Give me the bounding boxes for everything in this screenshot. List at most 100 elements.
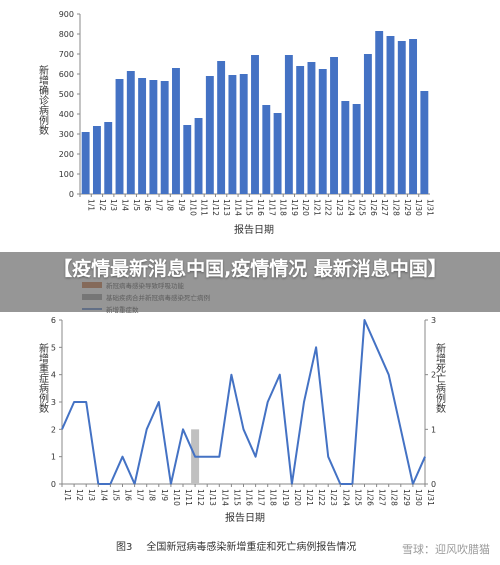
y-tick-label: 700 [59,50,74,59]
x-tick-label: 1/2 [98,199,107,211]
x-tick-label: 1/31 [425,199,434,216]
x-tick-label: 1/3 [109,199,118,211]
x-tick-label: 1/8 [148,489,157,501]
x-tick-label: 1/13 [222,199,231,216]
x-tick-label: 1/17 [257,489,266,506]
x-tick-label: 1/16 [245,489,254,506]
x-tick-label: 1/17 [267,199,276,216]
bar-1/4 [115,79,124,194]
svg-text:增: 增 [39,352,49,365]
x-tick-label: 1/20 [293,489,302,506]
bar-1/25 [352,104,361,194]
bar-1/24 [341,101,350,194]
x-tick-label: 1/26 [369,199,378,216]
x-tick-label: 1/7 [136,489,145,501]
svg-text:症: 症 [39,372,49,385]
bar-1/7 [149,80,158,194]
x-tick-label: 1/7 [154,199,163,211]
svg-text:重: 重 [39,362,49,375]
y-tick-label: 600 [59,70,74,79]
bar-1/9 [172,68,180,194]
y-tick-label: 200 [59,150,74,159]
bar-1/29 [397,41,406,194]
svg-text:新: 新 [39,64,49,77]
y-tick-label: 800 [59,30,74,39]
x-tick-label: 1/27 [380,199,389,216]
bar-1/22 [318,69,327,194]
left-tick-label: 5 [51,343,56,352]
title-overlay-band [0,252,500,312]
bar-1/3 [104,122,113,194]
x-tick-label: 1/16 [256,199,265,216]
bar-1/28 [386,36,395,194]
x-tick-label: 1/21 [305,489,314,506]
y-tick-label: 900 [59,10,74,19]
bar-1/21 [307,62,316,194]
x-tick-label: 1/19 [290,199,299,216]
left-tick-label: 2 [51,425,56,434]
right-tick-label: 0 [431,480,436,489]
x-tick-label: 1/30 [414,489,423,506]
left-tick-label: 1 [51,453,56,462]
svg-text:病: 病 [39,382,49,395]
y-tick-label: 100 [59,170,74,179]
x-tick-label: 1/22 [324,199,333,216]
y-tick-label: 500 [59,90,74,99]
x-axis-title: 报告日期 [225,511,265,524]
x-tick-label: 1/26 [366,489,375,506]
x-tick-label: 1/22 [317,489,326,506]
x-axis-title: 报告日期 [234,223,274,236]
right-tick-label: 2 [431,371,436,380]
x-tick-label: 1/15 [232,489,241,506]
bar-1/23 [330,57,338,194]
x-tick-label: 1/10 [188,199,197,216]
x-tick-label: 1/5 [111,489,120,501]
svg-text:新: 新 [39,342,49,355]
x-tick-label: 1/29 [402,489,411,506]
bar-1/27 [375,31,384,194]
x-tick-label: 1/8 [166,199,175,211]
left-tick-label: 3 [51,398,56,407]
figure-number: 图3 [116,542,133,553]
x-tick-label: 1/6 [124,489,133,501]
svg-text:亡: 亡 [436,372,446,385]
severe-death-line-chart: 新冠病毒感染导致呼吸功能基础疾病合并新冠病毒感染死亡病例新增重症数0123456… [39,281,446,524]
x-tick-label: 1/15 [245,199,254,216]
svg-text:例: 例 [39,392,49,405]
bar-1/12 [205,76,214,194]
x-tick-label: 1/23 [329,489,338,506]
bar-1/8 [160,81,169,194]
figure-caption: 图3 全国新冠病毒感染新增重症和死亡病例报告情况 [116,538,356,553]
x-tick-label: 1/24 [346,199,355,216]
x-tick-label: 1/13 [208,489,217,506]
x-tick-label: 1/27 [378,489,387,506]
right-tick-label: 1 [431,425,436,434]
bar-1/18 [273,113,282,194]
left-tick-label: 4 [51,371,56,380]
x-tick-label: 1/14 [220,489,229,506]
x-tick-label: 1/21 [312,199,321,216]
x-tick-label: 1/18 [269,489,278,506]
svg-text:数: 数 [436,402,446,415]
x-tick-label: 1/18 [279,199,288,216]
bar-1/26 [363,54,372,194]
x-tick-label: 1/31 [426,489,435,506]
y-tick-label: 400 [59,110,74,119]
bar-1/10 [183,125,192,194]
svg-text:新: 新 [436,342,446,355]
x-tick-label: 1/3 [87,489,96,501]
x-tick-label: 1/12 [196,489,205,506]
bar-1/17 [262,105,271,194]
x-tick-label: 1/25 [358,199,367,216]
x-tick-label: 1/9 [160,489,169,501]
left-tick-label: 6 [51,316,56,325]
bar-1/11 [194,118,203,194]
figure-caption-text: 全国新冠病毒感染新增重症和死亡病例报告情况 [146,542,357,553]
overlay-title: 【疫情最新消息中国,疫情情况 最新消息中国】 [53,258,447,280]
x-tick-label: 1/2 [75,489,84,501]
x-tick-label: 1/10 [172,489,181,506]
svg-text:病: 病 [436,382,446,395]
x-tick-label: 1/9 [177,199,186,211]
